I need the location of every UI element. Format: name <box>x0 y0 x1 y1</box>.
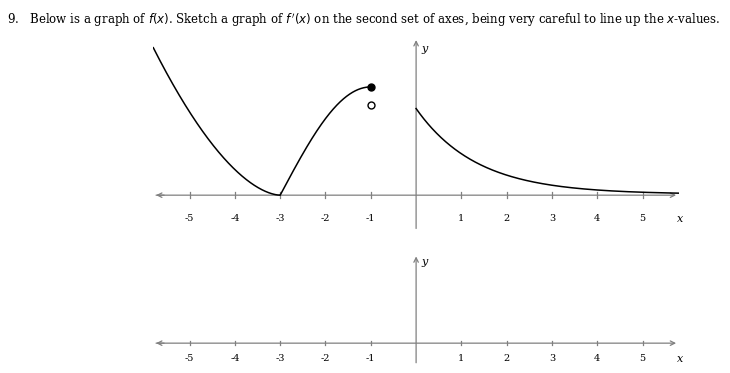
Text: 1: 1 <box>458 354 464 363</box>
Text: -5: -5 <box>185 354 194 363</box>
Text: -1: -1 <box>366 354 375 363</box>
Text: 5: 5 <box>639 214 646 223</box>
Text: y: y <box>421 257 428 267</box>
Text: 1: 1 <box>458 214 464 223</box>
Text: -3: -3 <box>275 354 285 363</box>
Text: 4: 4 <box>594 354 601 363</box>
Text: -2: -2 <box>320 214 330 223</box>
Text: 2: 2 <box>504 354 510 363</box>
Text: x: x <box>677 214 683 224</box>
Text: 5: 5 <box>639 354 646 363</box>
Text: y: y <box>421 44 428 54</box>
Text: -4: -4 <box>230 354 239 363</box>
Text: -5: -5 <box>185 214 194 223</box>
Text: 4: 4 <box>594 214 601 223</box>
Text: 3: 3 <box>549 214 555 223</box>
Text: 2: 2 <box>504 214 510 223</box>
Text: -1: -1 <box>366 214 375 223</box>
Text: -2: -2 <box>320 354 330 363</box>
Text: -4: -4 <box>230 214 239 223</box>
Text: 3: 3 <box>549 354 555 363</box>
Text: 9.   Below is a graph of $f(x)$. Sketch a graph of $f\,'(x)$ on the second set o: 9. Below is a graph of $f(x)$. Sketch a … <box>7 11 721 29</box>
Text: x: x <box>677 354 683 364</box>
Text: -3: -3 <box>275 214 285 223</box>
